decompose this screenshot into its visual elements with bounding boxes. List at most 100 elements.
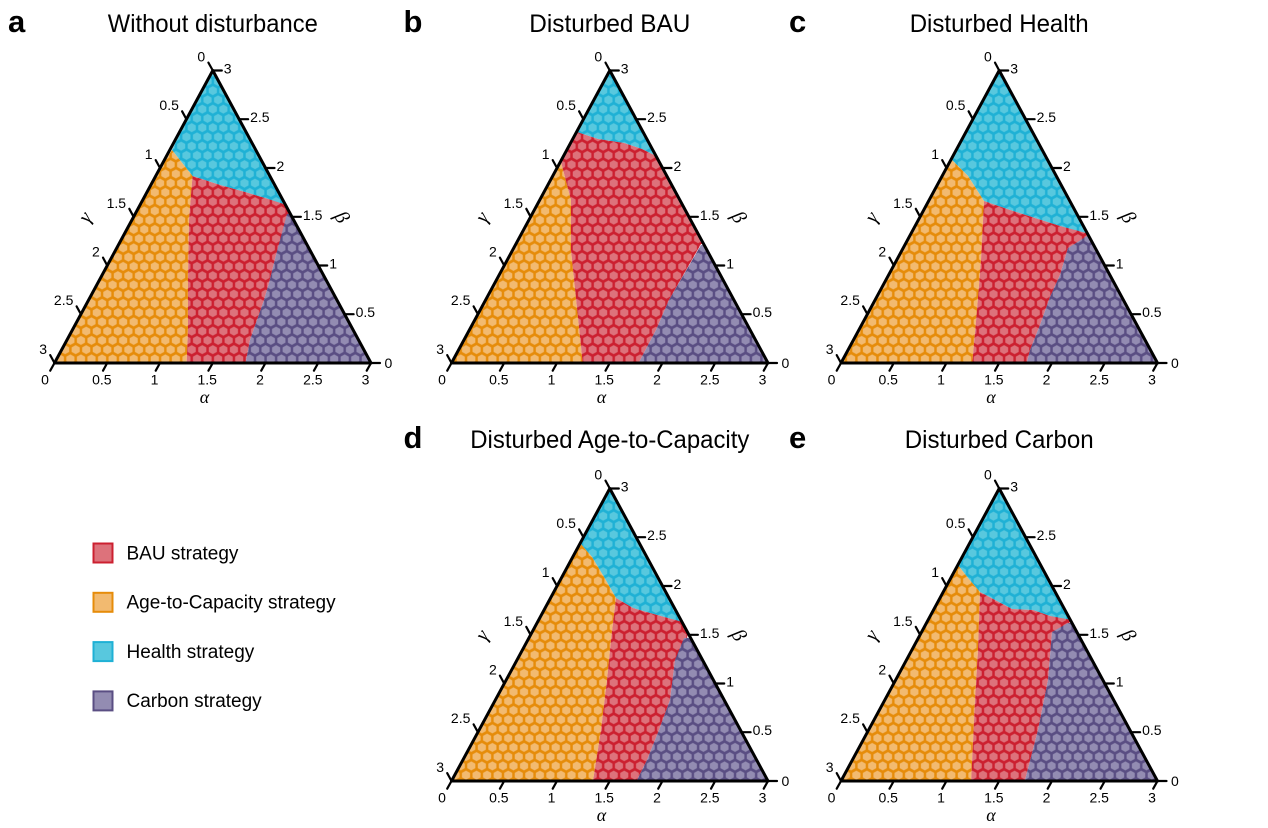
svg-text:3: 3: [362, 372, 370, 388]
svg-text:3: 3: [621, 479, 629, 495]
svg-text:2.5: 2.5: [1037, 527, 1057, 543]
svg-text:0: 0: [41, 372, 49, 388]
svg-text:0: 0: [1171, 773, 1179, 789]
svg-text:0: 0: [828, 372, 836, 388]
svg-text:2: 2: [277, 158, 285, 174]
svg-text:0: 0: [197, 49, 205, 65]
svg-text:1.5: 1.5: [700, 625, 720, 641]
svg-text:0.5: 0.5: [92, 372, 112, 388]
svg-text:1: 1: [542, 564, 550, 580]
svg-text:2: 2: [878, 244, 886, 260]
svg-text:0.5: 0.5: [878, 372, 898, 388]
svg-text:1: 1: [542, 146, 550, 162]
svg-text:α: α: [986, 387, 996, 407]
svg-text:1.5: 1.5: [594, 372, 614, 388]
svg-text:2.5: 2.5: [250, 109, 270, 125]
svg-text:Without disturbance: Without disturbance: [108, 10, 318, 38]
svg-text:2: 2: [489, 662, 497, 678]
svg-text:1: 1: [931, 146, 939, 162]
svg-text:1.5: 1.5: [197, 372, 217, 388]
svg-text:2: 2: [1063, 576, 1071, 592]
svg-text:2.5: 2.5: [1037, 109, 1057, 125]
svg-text:3: 3: [436, 341, 444, 357]
svg-text:3: 3: [826, 341, 834, 357]
svg-text:0.5: 0.5: [753, 722, 773, 738]
svg-text:0: 0: [438, 790, 446, 806]
svg-text:0.5: 0.5: [556, 97, 576, 113]
svg-text:Disturbed Age-to-Capacity: Disturbed Age-to-Capacity: [470, 426, 749, 454]
svg-text:Disturbed BAU: Disturbed BAU: [529, 10, 690, 38]
svg-text:0: 0: [782, 355, 790, 371]
svg-text:Disturbed Health: Disturbed Health: [910, 10, 1089, 38]
svg-text:2: 2: [1043, 790, 1051, 806]
svg-text:3: 3: [39, 341, 47, 357]
svg-text:1.5: 1.5: [893, 613, 913, 629]
svg-text:1.5: 1.5: [700, 207, 720, 223]
svg-text:0: 0: [782, 773, 790, 789]
svg-text:2: 2: [674, 158, 682, 174]
svg-text:1.5: 1.5: [594, 790, 614, 806]
svg-text:d: d: [404, 420, 423, 455]
svg-text:α: α: [597, 805, 607, 823]
svg-text:0.5: 0.5: [753, 304, 773, 320]
svg-text:0.5: 0.5: [946, 97, 966, 113]
svg-text:1.5: 1.5: [303, 207, 323, 223]
svg-text:0.5: 0.5: [489, 372, 509, 388]
svg-text:0.5: 0.5: [356, 304, 376, 320]
svg-text:1: 1: [548, 790, 556, 806]
svg-text:2.5: 2.5: [700, 790, 720, 806]
svg-text:c: c: [789, 4, 806, 39]
svg-text:2: 2: [674, 576, 682, 592]
svg-text:3: 3: [224, 61, 232, 77]
svg-text:Disturbed Carbon: Disturbed Carbon: [905, 426, 1094, 454]
svg-text:α: α: [986, 805, 996, 823]
svg-text:0: 0: [828, 790, 836, 806]
svg-text:0.5: 0.5: [878, 790, 898, 806]
svg-text:3: 3: [1148, 790, 1156, 806]
svg-text:3: 3: [1010, 61, 1018, 77]
svg-text:2.5: 2.5: [303, 372, 323, 388]
svg-text:2: 2: [1043, 372, 1051, 388]
svg-text:1.5: 1.5: [893, 195, 913, 211]
svg-text:0.5: 0.5: [556, 515, 576, 531]
svg-text:1: 1: [931, 564, 939, 580]
svg-text:0: 0: [1171, 355, 1179, 371]
svg-text:0: 0: [594, 49, 602, 65]
svg-text:1: 1: [726, 674, 734, 690]
svg-text:0: 0: [984, 467, 992, 483]
svg-text:2.5: 2.5: [451, 292, 471, 308]
svg-text:1: 1: [329, 256, 337, 272]
svg-text:b: b: [404, 4, 423, 39]
svg-text:2.5: 2.5: [1089, 372, 1109, 388]
svg-text:1.5: 1.5: [504, 613, 524, 629]
svg-text:2.5: 2.5: [647, 109, 667, 125]
svg-text:1: 1: [1116, 256, 1124, 272]
svg-text:3: 3: [1148, 372, 1156, 388]
svg-text:2: 2: [878, 662, 886, 678]
svg-text:α: α: [597, 387, 607, 407]
svg-text:1.5: 1.5: [984, 790, 1004, 806]
svg-text:3: 3: [759, 790, 767, 806]
svg-text:1: 1: [548, 372, 556, 388]
svg-text:0: 0: [594, 467, 602, 483]
svg-text:1: 1: [937, 790, 945, 806]
svg-text:1: 1: [1116, 674, 1124, 690]
svg-text:2: 2: [256, 372, 264, 388]
svg-text:1.5: 1.5: [1089, 207, 1109, 223]
svg-text:1: 1: [151, 372, 159, 388]
svg-text:3: 3: [621, 61, 629, 77]
svg-text:Carbon strategy: Carbon strategy: [127, 691, 263, 712]
svg-text:Age-to-Capacity strategy: Age-to-Capacity strategy: [127, 593, 337, 614]
svg-text:0.5: 0.5: [1142, 722, 1162, 738]
svg-text:1: 1: [145, 146, 153, 162]
svg-text:1: 1: [726, 256, 734, 272]
svg-text:α: α: [200, 387, 210, 407]
svg-text:1.5: 1.5: [1089, 625, 1109, 641]
svg-text:2.5: 2.5: [840, 710, 860, 726]
svg-text:1.5: 1.5: [107, 195, 127, 211]
svg-text:2: 2: [1063, 158, 1071, 174]
svg-text:3: 3: [826, 759, 834, 775]
svg-text:2.5: 2.5: [700, 372, 720, 388]
svg-text:2: 2: [653, 790, 661, 806]
svg-text:2: 2: [653, 372, 661, 388]
